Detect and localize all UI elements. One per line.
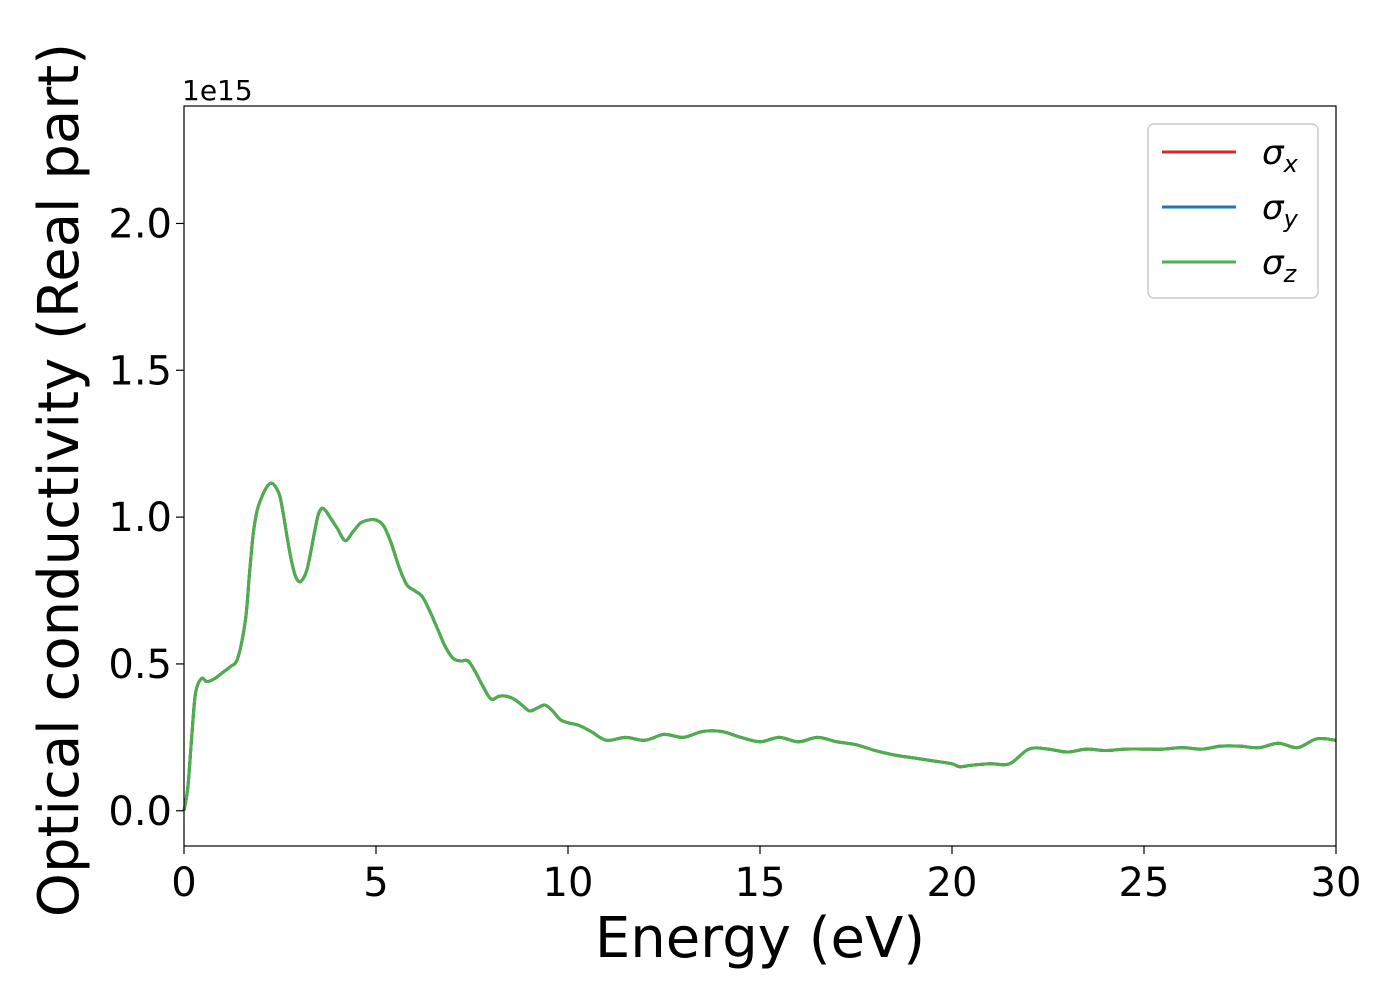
legend-label-sigma-z: σz	[1262, 243, 1298, 288]
series-line-sigma-x	[182, 481, 1337, 812]
y-tick-label: 0.0	[108, 789, 172, 835]
x-tick-label: 30	[1311, 860, 1362, 906]
legend-label-sigma-x: σx	[1262, 133, 1299, 178]
x-tick-label: 10	[543, 860, 594, 906]
legend-label-sigma-y: σy	[1262, 188, 1299, 233]
y-tick-label: 0.5	[108, 642, 172, 688]
x-tick-label: 25	[1119, 860, 1170, 906]
series-line-sigma-y	[182, 481, 1337, 812]
y-offset-label: 1e15	[182, 74, 253, 107]
x-axis-title: Energy (eV)	[595, 906, 925, 971]
y-axis-ticks: 0.0 0.5 1.0 1.5 2.0	[108, 201, 184, 835]
legend-box	[1147, 123, 1319, 299]
y-tick-label: 2.0	[108, 201, 172, 247]
x-tick-label: 15	[735, 860, 786, 906]
x-axis-ticks: 0 5 10 15 20 25 30	[171, 846, 1361, 906]
y-tick-label: 1.0	[108, 495, 172, 541]
legend-items: σx σy σz	[1162, 133, 1299, 288]
legend: σx σy σz	[1147, 123, 1319, 299]
x-tick-label: 0	[171, 860, 196, 906]
y-tick-label: 1.5	[108, 348, 172, 394]
y-axis-title: Optical conductivity (Real part)	[27, 43, 92, 917]
series-layer	[182, 481, 1337, 812]
series-line-sigma-z	[182, 481, 1337, 812]
x-tick-label: 20	[927, 860, 978, 906]
x-tick-label: 5	[363, 860, 388, 906]
